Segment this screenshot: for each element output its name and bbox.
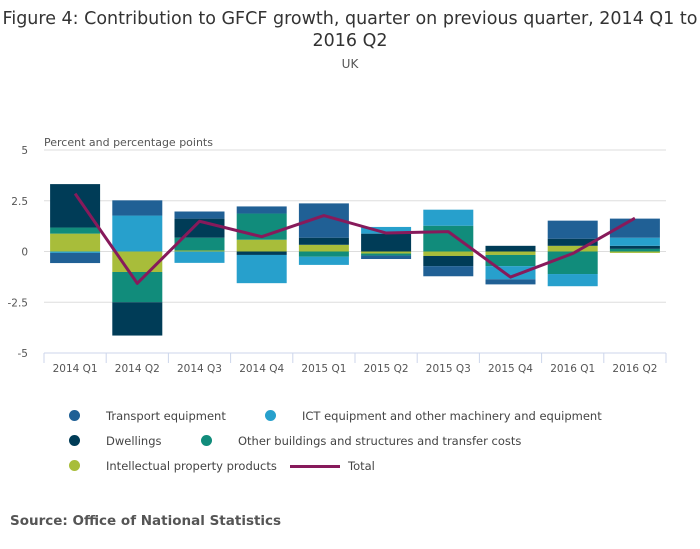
y-tick-label: 2.5 xyxy=(11,196,28,208)
bar-segment xyxy=(361,233,412,252)
bar-segment xyxy=(361,253,412,256)
plot-area: 5 2.5 0 -2.5 -5 2014 Q1 2014 Q2 2014 Q3 2014 Q4 2… xyxy=(8,145,667,375)
bar-segment xyxy=(423,255,474,267)
bar-segment xyxy=(174,251,225,263)
chart-title: Figure 4: Contribution to GFCF growth, q… xyxy=(2,9,698,51)
bar-segment xyxy=(423,266,474,277)
bar-segment xyxy=(236,254,287,284)
total-line xyxy=(73,192,636,285)
legend-item-dwellings[interactable]: Dwellings xyxy=(106,434,162,448)
x-tick-label: 2015 Q2 xyxy=(364,363,409,375)
bar-segment xyxy=(50,251,101,253)
bar-segment xyxy=(174,250,225,252)
bar-segment xyxy=(236,251,287,255)
legend-item-total[interactable]: Total xyxy=(348,459,375,473)
bar-segment xyxy=(485,279,536,285)
y-tick-label: -2.5 xyxy=(8,297,29,309)
bar-segment xyxy=(609,248,660,252)
bar-segment xyxy=(485,245,536,252)
bar-segment xyxy=(112,200,163,216)
legend-marker-other-buildings xyxy=(201,435,212,446)
y-tick-label: 5 xyxy=(21,145,28,157)
bar-segment xyxy=(298,251,349,257)
legend-marker-ip xyxy=(69,460,80,471)
bar-segment xyxy=(236,206,287,214)
legend-item-other-buildings[interactable]: Other buildings and structures and trans… xyxy=(238,434,522,448)
legend-item-transport[interactable]: Transport equipment xyxy=(106,409,226,423)
chart-subtitle: UK xyxy=(341,57,359,71)
legend-item-ip[interactable]: Intellectual property products xyxy=(106,459,277,473)
bar-segment xyxy=(609,245,660,249)
legend-marker-transport xyxy=(69,410,80,421)
x-tick-label: 2014 Q4 xyxy=(239,363,284,375)
bar-segment xyxy=(423,209,474,226)
bar-segment xyxy=(112,302,163,336)
bar-segment xyxy=(485,254,536,267)
y-axis-label: Percent and percentage points xyxy=(44,136,213,149)
bar-segment xyxy=(50,252,101,264)
bar-segment xyxy=(298,256,349,265)
bar-segment xyxy=(547,274,598,287)
x-tick-label: 2014 Q3 xyxy=(177,363,222,375)
bar-segment xyxy=(298,237,349,245)
x-tick-label: 2015 Q3 xyxy=(426,363,471,375)
bar-segment xyxy=(174,211,225,219)
bar-segment xyxy=(174,237,225,251)
bar-segment xyxy=(361,226,412,234)
bar-segment xyxy=(609,237,660,246)
bar-segment xyxy=(112,215,163,252)
bar-segment xyxy=(423,225,474,252)
x-tick-label: 2015 Q4 xyxy=(488,363,533,375)
bar-segment xyxy=(361,255,412,260)
bar-segment xyxy=(50,227,101,234)
bar-segment xyxy=(236,239,287,252)
bar-segment xyxy=(609,218,660,238)
bar-segment xyxy=(485,251,536,255)
bar-segment xyxy=(547,220,598,239)
x-tick-label: 2016 Q1 xyxy=(550,363,595,375)
y-tick-label: -5 xyxy=(18,348,28,360)
y-tick-label: 0 xyxy=(21,247,28,259)
x-tick-label: 2014 Q2 xyxy=(115,363,160,375)
bar-segment xyxy=(423,251,474,256)
bar-segment xyxy=(298,244,349,252)
legend-marker-dwellings xyxy=(69,435,80,446)
legend-marker-ict xyxy=(265,410,276,421)
x-tick-label: 2015 Q1 xyxy=(301,363,346,375)
bar-segment xyxy=(112,251,163,273)
bar-segment xyxy=(547,238,598,246)
bar-segment xyxy=(50,233,101,252)
bar-segment xyxy=(112,272,163,303)
bar-segment xyxy=(609,251,660,253)
source-note: Source: Office of National Statistics xyxy=(10,513,282,529)
x-tick-label: 2016 Q2 xyxy=(612,363,657,375)
legend-item-ict[interactable]: ICT equipment and other machinery and eq… xyxy=(302,409,602,423)
bar-segment xyxy=(361,251,412,254)
x-tick-label: 2014 Q1 xyxy=(53,363,98,375)
bar-segment xyxy=(547,245,598,252)
legend-marker-total xyxy=(290,465,340,468)
